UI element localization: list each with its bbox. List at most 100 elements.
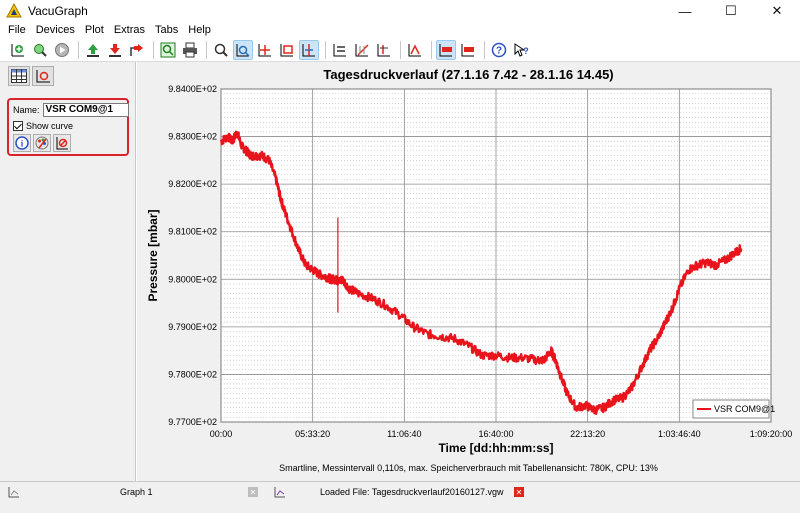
export-button[interactable] xyxy=(127,40,147,60)
whats-this-button[interactable]: ? xyxy=(511,40,531,60)
add-curve-button[interactable] xyxy=(8,40,28,60)
menu-bar: File Devices Plot Extras Tabs Help xyxy=(0,22,800,38)
status-text: Smartline, Messintervall 0,110s, max. Sp… xyxy=(279,463,658,473)
zoom-fit-icon xyxy=(160,42,176,57)
curve-panel: Name: VSR COM9@1 Show curve i xyxy=(0,62,136,481)
x-tick-label: 1:09:20:00 xyxy=(750,429,793,439)
series-line-vsr-com9[interactable] xyxy=(219,130,743,415)
menu-help[interactable]: Help xyxy=(188,24,211,36)
zoom-box-button[interactable] xyxy=(233,39,253,60)
color-palette-icon xyxy=(35,136,49,150)
download-button[interactable] xyxy=(105,40,125,60)
tab-close-icon[interactable]: ✕ xyxy=(248,487,258,497)
linear-scale-button[interactable] xyxy=(436,39,456,60)
toolbar: ? ? xyxy=(0,38,800,62)
move-button[interactable] xyxy=(255,40,275,60)
show-curve-label: Show curve xyxy=(26,121,74,131)
zoom-fit-button[interactable] xyxy=(158,40,178,60)
tab-label: Loaded File: Tagesdruckverlauf20160127.v… xyxy=(320,487,504,497)
toolbar-separator xyxy=(400,40,401,59)
zoom-button[interactable] xyxy=(211,40,231,60)
x-tick-label: 1:03:46:40 xyxy=(658,429,701,439)
search-curve-button[interactable] xyxy=(30,40,50,60)
menu-devices[interactable]: Devices xyxy=(35,24,75,36)
chart-title: Tagesdruckverlauf (27.1.16 7.42 - 28.1.1… xyxy=(323,67,614,82)
y-tick-label: 9.7800E+02 xyxy=(168,369,217,379)
window-title: VacuGraph xyxy=(28,4,88,18)
print-icon xyxy=(183,42,197,57)
svg-text:i: i xyxy=(21,139,24,149)
legend-box xyxy=(692,399,770,419)
crop-button[interactable] xyxy=(277,40,297,60)
curve-settings-icon xyxy=(36,70,50,83)
show-curve-checkbox[interactable] xyxy=(13,121,23,131)
no-grid-button[interactable] xyxy=(352,40,372,60)
x-tick-label: 16:40:00 xyxy=(478,429,513,439)
upload-icon xyxy=(87,43,99,57)
graph-tab-icon xyxy=(274,487,285,498)
info-icon: i xyxy=(15,136,29,150)
curve-settings-button[interactable] xyxy=(32,66,54,86)
help-button[interactable]: ? xyxy=(489,40,509,60)
move-icon xyxy=(258,43,271,56)
table-view-button[interactable] xyxy=(8,66,30,86)
curve-info-button[interactable]: i xyxy=(13,134,31,152)
y-tick-label: 9.8100E+02 xyxy=(168,227,217,237)
zoom-icon xyxy=(214,43,228,57)
whats-this-icon: ? xyxy=(514,42,529,57)
menu-plot[interactable]: Plot xyxy=(84,24,104,36)
svg-text:?: ? xyxy=(496,45,502,56)
minimize-button[interactable]: — xyxy=(678,3,692,19)
print-button[interactable] xyxy=(180,40,200,60)
download-icon xyxy=(109,43,121,57)
axis-button[interactable] xyxy=(374,40,394,60)
tab-loaded-file[interactable]: Loaded File: Tagesdruckverlauf20160127.v… xyxy=(274,484,530,500)
export-icon xyxy=(130,43,143,56)
x-tick-label: 11:06:40 xyxy=(387,429,421,439)
add-curve-icon xyxy=(11,43,24,56)
marker-button[interactable] xyxy=(405,40,425,60)
align-icon xyxy=(333,43,346,56)
upload-button[interactable] xyxy=(83,40,103,60)
tab-close-icon[interactable]: ✕ xyxy=(514,487,524,497)
zoom-box-icon xyxy=(236,43,250,57)
search-curve-icon xyxy=(34,43,47,57)
cursor-button[interactable] xyxy=(299,39,319,60)
table-icon xyxy=(11,69,27,83)
tab-label: Graph 1 xyxy=(120,487,153,497)
log-scale-button[interactable] xyxy=(458,40,478,60)
x-tick-label: 22:13:20 xyxy=(570,429,605,439)
x-tick-label: 05:33:20 xyxy=(295,429,330,439)
tab-bar: Graph 1 ✕ Loaded File: Tagesdruckverlauf… xyxy=(0,481,800,513)
title-bar: VacuGraph — ☐ ✕ xyxy=(0,0,800,22)
pressure-chart[interactable]: 9.7700E+02 9.7800E+02 9.7900E+02 9.8000E+02… xyxy=(137,62,800,481)
remove-curve-icon xyxy=(56,137,68,150)
toolbar-separator xyxy=(206,40,207,59)
tab-graph-1[interactable]: Graph 1 ✕ xyxy=(8,484,266,500)
maximize-button[interactable]: ☐ xyxy=(725,3,737,18)
y-tick-label: 9.8400E+02 xyxy=(168,84,217,94)
graph-tab-icon xyxy=(8,487,19,498)
y-tick-label: 9.8000E+02 xyxy=(168,274,217,284)
toolbar-separator xyxy=(484,40,485,59)
play-button[interactable] xyxy=(52,40,72,60)
menu-extras[interactable]: Extras xyxy=(113,24,146,36)
no-grid-icon xyxy=(355,43,369,56)
menu-tabs[interactable]: Tabs xyxy=(155,24,179,36)
y-tick-label: 9.8200E+02 xyxy=(168,179,217,189)
app-logo-icon xyxy=(6,3,22,18)
linear-scale-icon xyxy=(439,43,452,56)
x-axis-label: Time [dd:hh:mm:ss] xyxy=(438,441,553,455)
curve-name-field[interactable]: VSR COM9@1 xyxy=(42,103,129,117)
align-button[interactable] xyxy=(330,40,350,60)
crop-icon xyxy=(280,43,293,56)
curve-remove-button[interactable] xyxy=(53,134,71,152)
curve-color-button[interactable] xyxy=(33,134,51,152)
toolbar-separator xyxy=(431,40,432,59)
menu-file[interactable]: File xyxy=(8,24,26,36)
play-icon xyxy=(55,42,69,57)
svg-text:?: ? xyxy=(523,46,529,56)
close-button[interactable]: ✕ xyxy=(771,3,783,18)
y-tick-label: 9.8300E+02 xyxy=(168,132,217,142)
legend-label: VSR COM9@1 xyxy=(714,404,775,414)
